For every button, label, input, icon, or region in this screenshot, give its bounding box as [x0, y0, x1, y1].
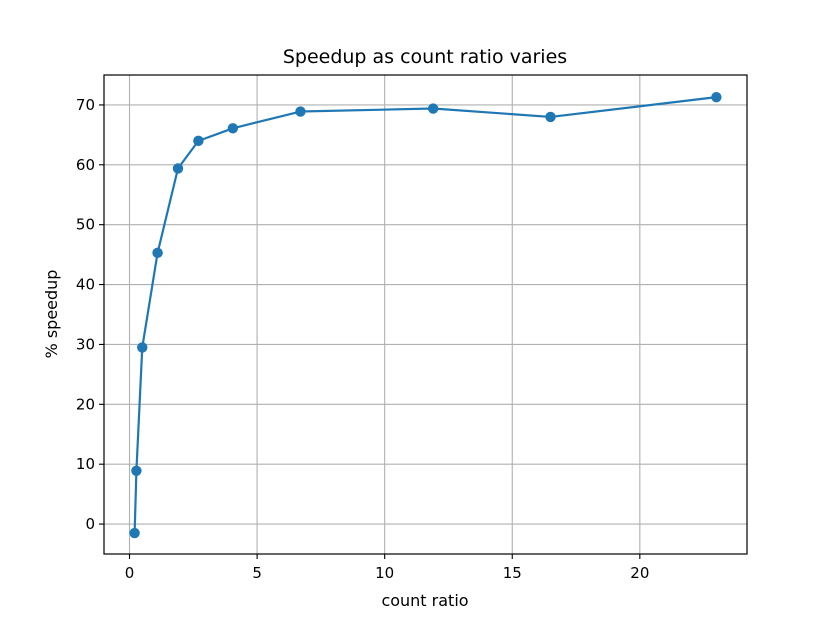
y-tick-label: 10 — [76, 455, 95, 473]
y-tick-label: 50 — [76, 216, 95, 234]
x-tick-label: 20 — [630, 564, 649, 582]
data-point — [172, 163, 184, 174]
data-point — [295, 106, 306, 117]
x-axis-label: count ratio — [381, 591, 468, 610]
data-point — [152, 247, 163, 259]
axis-ticks: 0 5 10 15 20 0 10 20 30 40 50 60 70 — [76, 96, 649, 582]
series-layer — [129, 91, 722, 539]
y-tick-label: 60 — [76, 156, 95, 174]
x-tick-label: 5 — [252, 564, 262, 582]
y-tick-label: 40 — [76, 276, 95, 294]
data-point — [545, 111, 556, 123]
x-tick-label: 10 — [375, 564, 394, 582]
x-tick-label: 0 — [125, 564, 135, 582]
y-tick-label: 0 — [85, 515, 95, 533]
series-line — [133, 96, 717, 534]
data-point — [427, 103, 439, 114]
data-point — [137, 342, 148, 353]
data-point — [711, 91, 722, 103]
grid-lines — [104, 75, 747, 554]
data-point — [227, 123, 239, 134]
data-point — [131, 465, 142, 476]
y-axis-label: % speedup — [42, 270, 61, 359]
plot-frame — [103, 74, 748, 555]
data-point — [129, 527, 140, 539]
chart-title: Speedup as count ratio varies — [283, 46, 567, 68]
y-tick-label: 20 — [76, 395, 95, 413]
y-tick-label: 70 — [76, 96, 95, 114]
x-tick-label: 15 — [503, 564, 522, 582]
y-tick-label: 30 — [76, 335, 95, 353]
data-point — [193, 135, 204, 147]
